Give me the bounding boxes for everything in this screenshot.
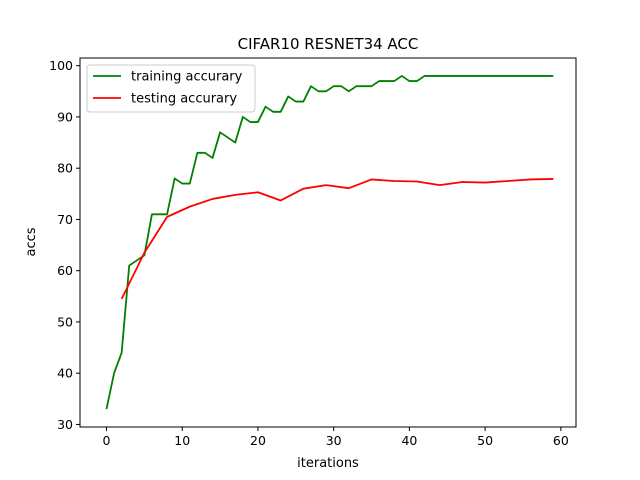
x-tick-label: 20 [250, 433, 266, 448]
legend-box [86, 64, 256, 113]
legend-label-testing: testing accurary [131, 92, 237, 107]
y-tick-label: 90 [57, 109, 73, 124]
x-tick-label: 30 [326, 433, 342, 448]
x-tick-label: 60 [553, 433, 569, 448]
y-tick-label: 80 [57, 161, 73, 176]
y-axis: 30 40 50 60 70 80 90 100 [49, 58, 80, 432]
y-tick-label: 60 [57, 263, 73, 278]
x-axis-label: iterations [297, 456, 359, 471]
x-axis: 0 10 20 30 40 50 60 [103, 427, 569, 448]
legend-label-training: training accurary [131, 70, 243, 85]
y-tick-label: 40 [57, 366, 73, 381]
chart-title: CIFAR10 RESNET34 ACC [238, 35, 419, 53]
y-tick-label: 30 [57, 417, 73, 432]
y-tick-label: 50 [57, 314, 73, 329]
series-line-training [105, 75, 554, 410]
x-tick-label: 0 [103, 433, 111, 448]
y-axis-label: accs [24, 227, 39, 256]
series-line-testing [120, 178, 554, 300]
y-tick-label: 70 [57, 212, 73, 227]
y-tick-label: 100 [49, 58, 73, 73]
axes-frame [79, 57, 577, 428]
x-tick-label: 10 [174, 433, 190, 448]
plot-area [105, 75, 554, 410]
legend: training accurary testing accurary [86, 64, 256, 113]
x-tick-label: 50 [477, 433, 493, 448]
x-tick-label: 40 [401, 433, 417, 448]
